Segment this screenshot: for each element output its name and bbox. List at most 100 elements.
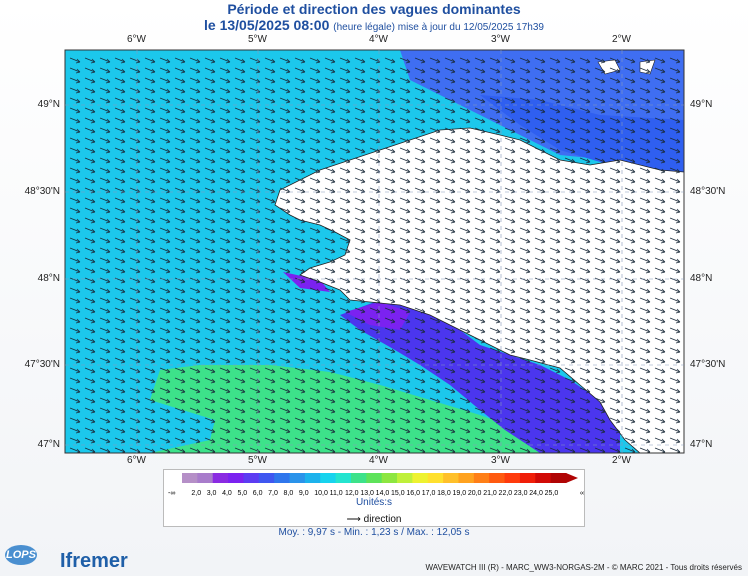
direction-arrow xyxy=(99,217,111,224)
direction-arrow xyxy=(579,287,591,294)
direction-arrow xyxy=(549,417,561,424)
direction-arrow xyxy=(219,337,231,344)
direction-arrow xyxy=(354,167,366,174)
direction-arrow xyxy=(549,67,561,74)
direction-arrow xyxy=(69,117,81,124)
direction-arrow xyxy=(354,147,366,154)
direction-arrow xyxy=(204,357,216,364)
direction-arrow xyxy=(639,247,651,254)
direction-arrow xyxy=(264,307,276,314)
direction-arrow xyxy=(294,407,306,414)
direction-arrow xyxy=(189,157,201,164)
direction-arrow xyxy=(384,397,396,404)
direction-arrow xyxy=(519,127,531,134)
lops-logo: LOPS xyxy=(5,545,37,565)
direction-arrow xyxy=(279,257,291,264)
direction-arrow xyxy=(339,67,351,74)
direction-arrow xyxy=(399,237,411,244)
direction-arrow xyxy=(564,227,576,234)
direction-arrow xyxy=(294,137,306,144)
direction-arrow xyxy=(609,327,621,334)
direction-arrow xyxy=(579,207,591,214)
direction-arrow xyxy=(414,127,426,134)
direction-arrow xyxy=(444,257,456,264)
direction-arrow xyxy=(369,337,381,344)
direction-arrow xyxy=(264,417,276,424)
direction-arrow xyxy=(669,187,681,194)
direction-arrow xyxy=(189,397,201,404)
direction-arrow xyxy=(519,267,531,274)
direction-arrow xyxy=(369,167,381,174)
direction-arrow xyxy=(444,137,456,144)
direction-arrow xyxy=(189,307,201,314)
direction-arrow xyxy=(489,397,501,404)
direction-arrow xyxy=(459,207,471,214)
direction-arrow xyxy=(144,277,156,284)
direction-arrow xyxy=(384,387,396,394)
direction-arrow xyxy=(594,237,606,244)
direction-arrow xyxy=(159,377,171,384)
direction-arrow xyxy=(474,157,486,164)
direction-arrow xyxy=(294,267,306,274)
direction-arrow xyxy=(414,197,426,204)
direction-arrow xyxy=(234,247,246,254)
direction-arrow xyxy=(429,157,441,164)
direction-arrow xyxy=(654,217,666,224)
direction-arrow xyxy=(429,277,441,284)
direction-arrow xyxy=(654,117,666,124)
legend-tick-label: 19,0 xyxy=(452,490,466,497)
direction-arrow xyxy=(369,277,381,284)
direction-arrow xyxy=(444,337,456,344)
latitude-label: 49°N xyxy=(37,99,60,110)
direction-arrow xyxy=(504,307,516,314)
direction-arrow xyxy=(159,207,171,214)
direction-arrow xyxy=(624,207,636,214)
direction-arrow xyxy=(114,177,126,184)
direction-arrow xyxy=(189,267,201,274)
direction-arrow xyxy=(99,257,111,264)
direction-arrow xyxy=(489,407,501,414)
direction-arrow xyxy=(534,397,546,404)
direction-arrow xyxy=(474,357,486,364)
direction-arrow xyxy=(129,327,141,334)
direction-arrow xyxy=(174,377,186,384)
direction-arrow xyxy=(519,227,531,234)
direction-arrow xyxy=(399,327,411,334)
direction-arrow xyxy=(669,77,681,84)
direction-arrow xyxy=(264,247,276,254)
direction-arrow xyxy=(639,427,651,434)
direction-arrow xyxy=(324,227,336,234)
direction-arrow xyxy=(84,237,96,244)
direction-arrow xyxy=(204,57,216,64)
direction-arrow xyxy=(504,327,516,334)
direction-arrow xyxy=(399,167,411,174)
direction-arrow xyxy=(114,357,126,364)
direction-arrow xyxy=(549,187,561,194)
direction-arrow xyxy=(384,207,396,214)
direction-arrow xyxy=(429,67,441,74)
direction-arrow xyxy=(84,347,96,354)
direction-arrow xyxy=(579,77,591,84)
direction-arrow xyxy=(564,137,576,144)
direction-arrow xyxy=(129,347,141,354)
direction-arrow xyxy=(474,287,486,294)
direction-arrow xyxy=(309,97,321,104)
direction-arrow xyxy=(624,327,636,334)
direction-arrow xyxy=(84,127,96,134)
direction-arrow xyxy=(294,347,306,354)
direction-arrow xyxy=(609,337,621,344)
direction-arrow xyxy=(414,117,426,124)
direction-arrow xyxy=(594,327,606,334)
direction-arrow xyxy=(339,437,351,444)
direction-arrow xyxy=(264,207,276,214)
direction-arrow xyxy=(144,337,156,344)
direction-arrow xyxy=(189,127,201,134)
direction-arrow xyxy=(234,117,246,124)
direction-arrow xyxy=(69,347,81,354)
direction-arrow xyxy=(669,417,681,424)
direction-arrow xyxy=(279,277,291,284)
direction-arrow xyxy=(639,77,651,84)
direction-arrow xyxy=(84,87,96,94)
direction-arrow xyxy=(309,287,321,294)
direction-arrow xyxy=(669,97,681,104)
